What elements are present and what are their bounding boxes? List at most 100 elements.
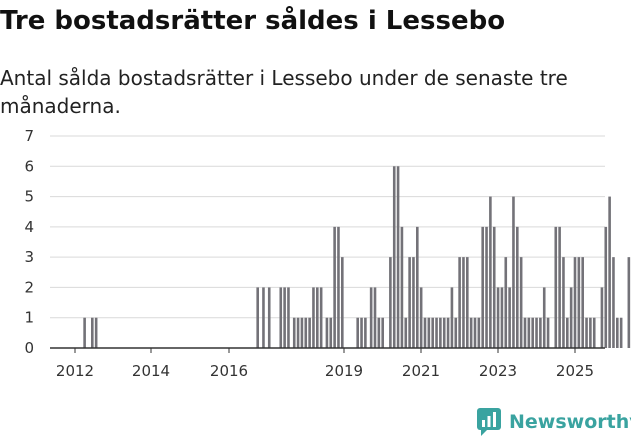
bar xyxy=(539,317,542,348)
bar xyxy=(604,226,608,348)
bar xyxy=(304,317,308,348)
y-tick-label: 7 xyxy=(24,127,34,145)
bar xyxy=(296,317,300,348)
bar xyxy=(446,317,450,348)
bar xyxy=(573,257,577,348)
x-tick-label: 2021 xyxy=(402,362,440,380)
bar xyxy=(94,317,98,348)
bar xyxy=(600,287,604,348)
bar xyxy=(392,166,396,348)
bar xyxy=(283,287,286,348)
bar xyxy=(416,226,419,348)
bar xyxy=(566,317,569,348)
x-tick-label: 2016 xyxy=(210,362,248,380)
bar xyxy=(91,317,94,348)
bar xyxy=(608,196,611,348)
bar xyxy=(364,317,367,348)
y-tick-label: 0 xyxy=(24,339,34,357)
bar xyxy=(287,287,290,348)
bar xyxy=(585,317,588,348)
bar xyxy=(481,226,484,348)
brand-name: Newsworthy xyxy=(509,411,631,433)
bar xyxy=(316,287,319,348)
x-tick-label: 2012 xyxy=(56,362,94,380)
bar xyxy=(619,317,623,348)
bar xyxy=(431,317,434,348)
chart-subtitle: Antal sålda bostadsrätter i Lessebo unde… xyxy=(0,66,568,118)
bar xyxy=(373,287,377,348)
bar xyxy=(546,317,550,348)
bar xyxy=(419,287,423,348)
bar xyxy=(466,257,469,348)
bar xyxy=(454,317,458,348)
bar xyxy=(508,287,511,348)
bar xyxy=(312,287,315,348)
bar xyxy=(473,317,477,348)
bar xyxy=(396,166,400,348)
bar xyxy=(412,257,415,348)
bar xyxy=(519,257,523,348)
bar xyxy=(581,257,584,348)
bar xyxy=(83,317,86,348)
bar xyxy=(308,317,311,348)
bar xyxy=(500,287,504,348)
page-title: Tre bostadsrätter såldes i Lessebo xyxy=(0,6,506,36)
bar xyxy=(267,287,271,348)
y-tick-label: 4 xyxy=(24,218,34,236)
x-tick-label: 2019 xyxy=(325,362,363,380)
bar xyxy=(300,317,304,348)
bar xyxy=(492,226,496,348)
bar xyxy=(477,317,481,348)
bar xyxy=(489,196,492,348)
bar xyxy=(516,226,519,348)
bar xyxy=(523,317,527,348)
bar xyxy=(616,317,619,348)
bar xyxy=(512,196,515,348)
y-tick-label: 1 xyxy=(24,309,34,327)
bar xyxy=(531,317,534,348)
y-tick-label: 2 xyxy=(24,278,34,296)
bar xyxy=(408,257,411,348)
bar xyxy=(337,226,340,348)
bar xyxy=(504,257,508,348)
bar xyxy=(356,317,359,348)
bar xyxy=(279,287,283,348)
bar xyxy=(262,287,265,348)
bar xyxy=(319,287,323,348)
bar xyxy=(439,317,442,348)
bar xyxy=(389,257,392,348)
bar xyxy=(333,226,336,348)
bar xyxy=(612,257,615,348)
x-tick-label: 2014 xyxy=(132,362,170,380)
bar xyxy=(469,317,473,348)
bar xyxy=(423,317,427,348)
bar xyxy=(329,317,333,348)
bar xyxy=(400,226,404,348)
bar xyxy=(341,257,344,348)
bar xyxy=(325,317,329,348)
bar xyxy=(589,317,592,348)
bar xyxy=(404,317,408,348)
bar xyxy=(569,287,573,348)
bar xyxy=(627,257,631,348)
x-tick-label: 2023 xyxy=(479,362,517,380)
bar xyxy=(377,317,381,348)
bar xyxy=(542,287,546,348)
bar xyxy=(435,317,438,348)
bar xyxy=(577,257,581,348)
bar xyxy=(442,317,446,348)
bar xyxy=(554,226,558,348)
bar xyxy=(527,317,531,348)
bar xyxy=(369,287,373,348)
newsworthy-logo-icon xyxy=(477,408,501,436)
bar xyxy=(450,287,454,348)
bar xyxy=(592,317,596,348)
bar xyxy=(562,257,565,348)
bar xyxy=(558,226,561,348)
bar xyxy=(360,317,363,348)
bar xyxy=(381,317,384,348)
y-tick-label: 6 xyxy=(24,157,34,175)
bar xyxy=(496,287,500,348)
bar-chart: 0123456732012201420162019202120232025 xyxy=(24,127,631,380)
y-tick-label: 5 xyxy=(24,188,34,206)
